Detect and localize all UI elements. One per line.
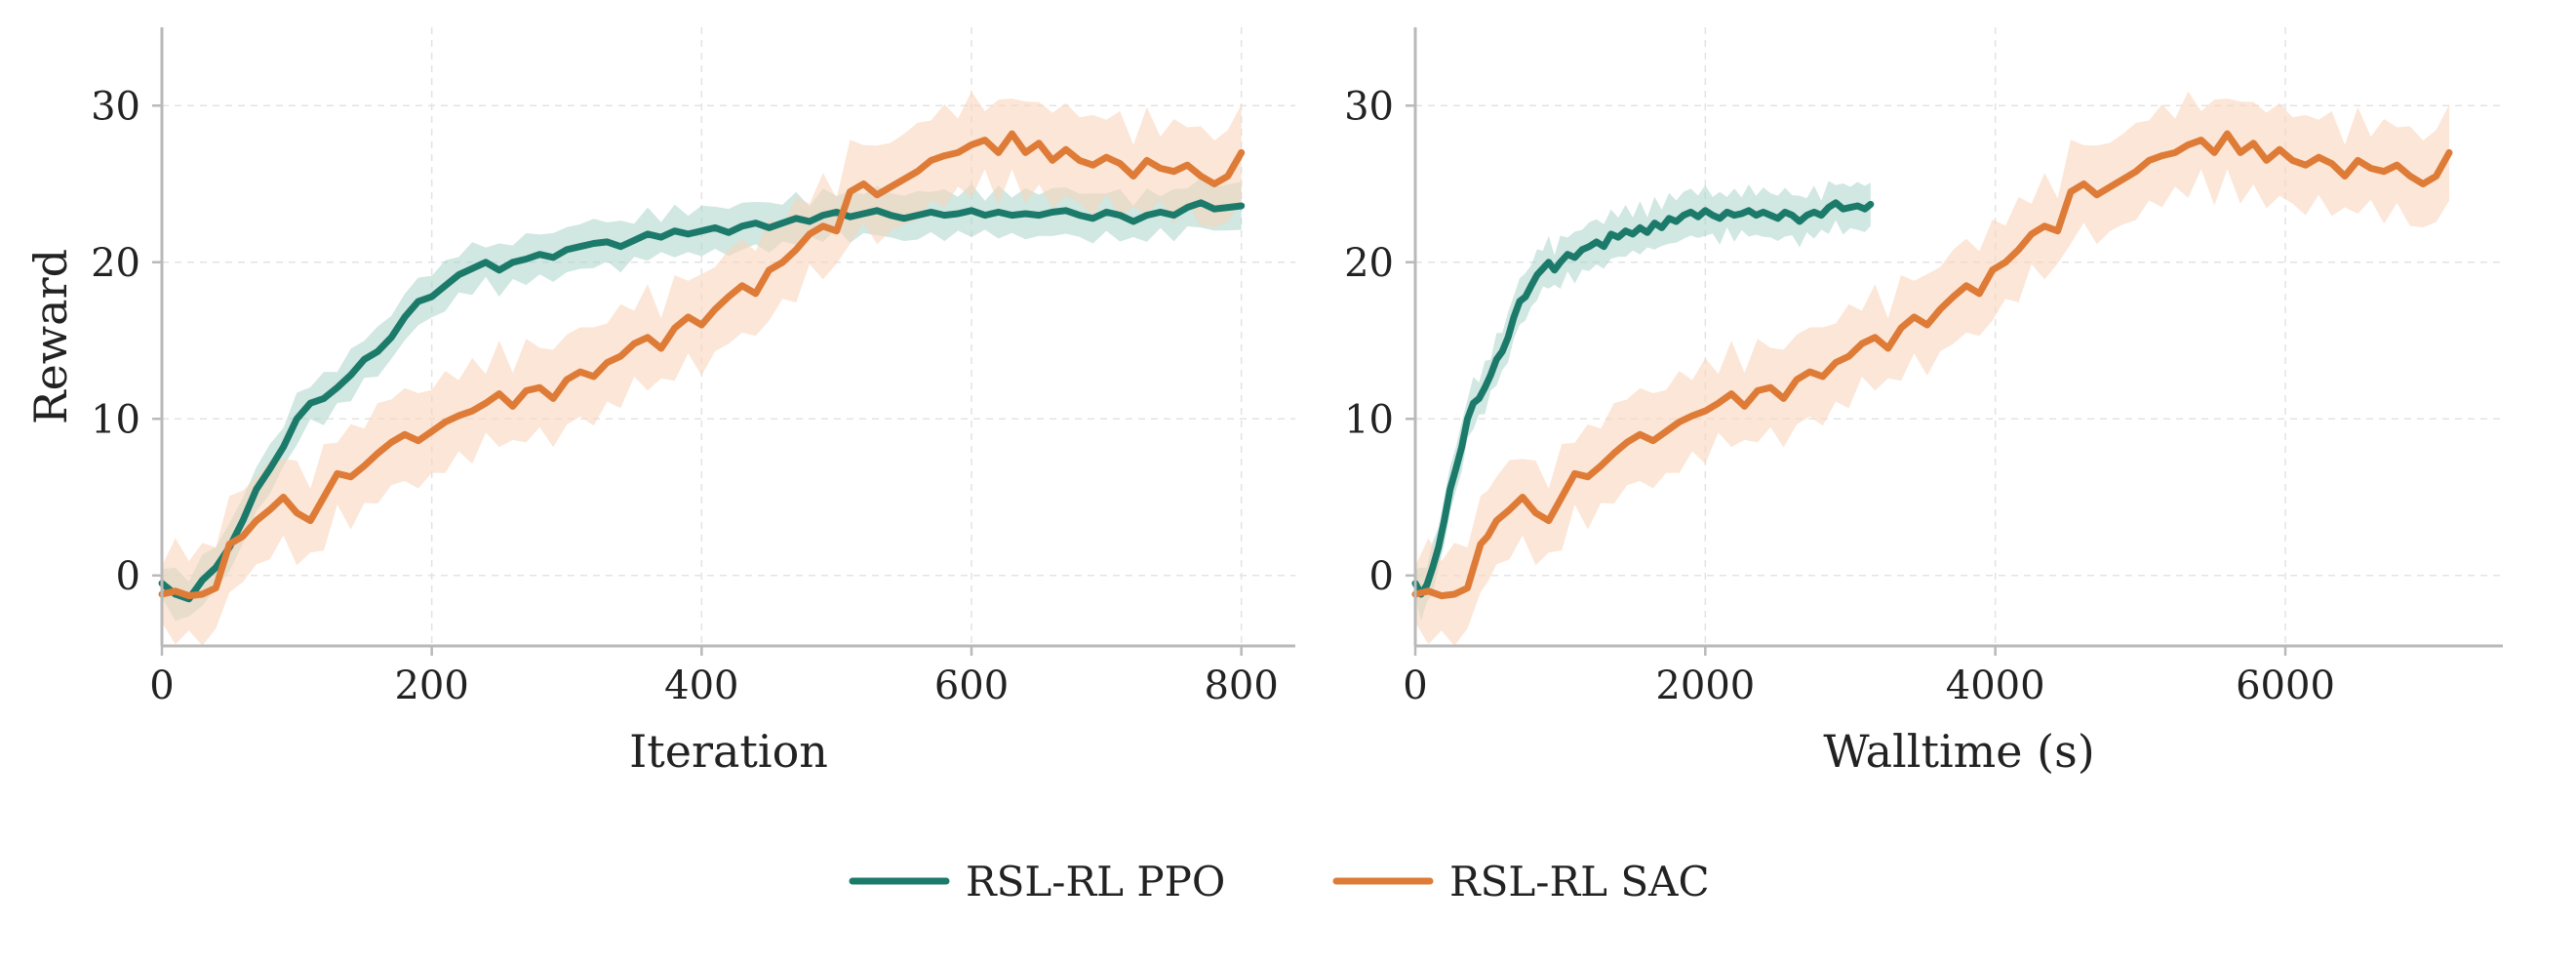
y-tick-label: 20 (91, 241, 140, 286)
panel-iteration: 0 200 400 600 800 0 10 20 30 Iteration Reward (24, 27, 1295, 778)
x-axis-label: Walltime (s) (1823, 725, 2094, 778)
x-tick-label: 800 (1204, 663, 1278, 708)
x-tick-label: 400 (664, 663, 738, 708)
panel-walltime: 0 2000 4000 6000 0 10 20 30 Walltime (s) (1344, 27, 2503, 778)
series-band-sac (1415, 91, 2449, 646)
y-tick-label: 10 (91, 397, 140, 442)
legend-label-sac: RSL-RL SAC (1449, 858, 1710, 905)
x-tick-label: 200 (394, 663, 468, 708)
x-tick-label: 2000 (1655, 663, 1755, 708)
series-band-ppo (162, 178, 1242, 622)
x-tick-label: 600 (934, 663, 1009, 708)
y-tick-label: 0 (116, 554, 140, 599)
y-tick-label: 0 (1369, 554, 1394, 599)
series-line-sac (158, 130, 1246, 600)
y-tick-label: 30 (1344, 84, 1394, 129)
y-tick-label: 10 (1344, 397, 1394, 442)
y-tick-label: 20 (1344, 241, 1394, 286)
x-tick-label: 0 (1403, 663, 1427, 708)
x-axis-label: Iteration (629, 725, 828, 778)
legend-label-ppo: RSL-RL PPO (966, 858, 1225, 905)
y-tick-label: 30 (91, 84, 140, 129)
x-tick-label: 4000 (1946, 663, 2045, 708)
series-line-ppo (158, 199, 1246, 603)
series-band-sac (162, 91, 1242, 646)
y-axis-label: Reward (24, 249, 77, 424)
legend: RSL-RL PPO RSL-RL SAC (849, 858, 1710, 905)
series-line-ppo (1411, 199, 1875, 598)
x-tick-label: 0 (149, 663, 174, 708)
series-line-sac (1411, 130, 2453, 600)
x-tick-label: 6000 (2236, 663, 2335, 708)
